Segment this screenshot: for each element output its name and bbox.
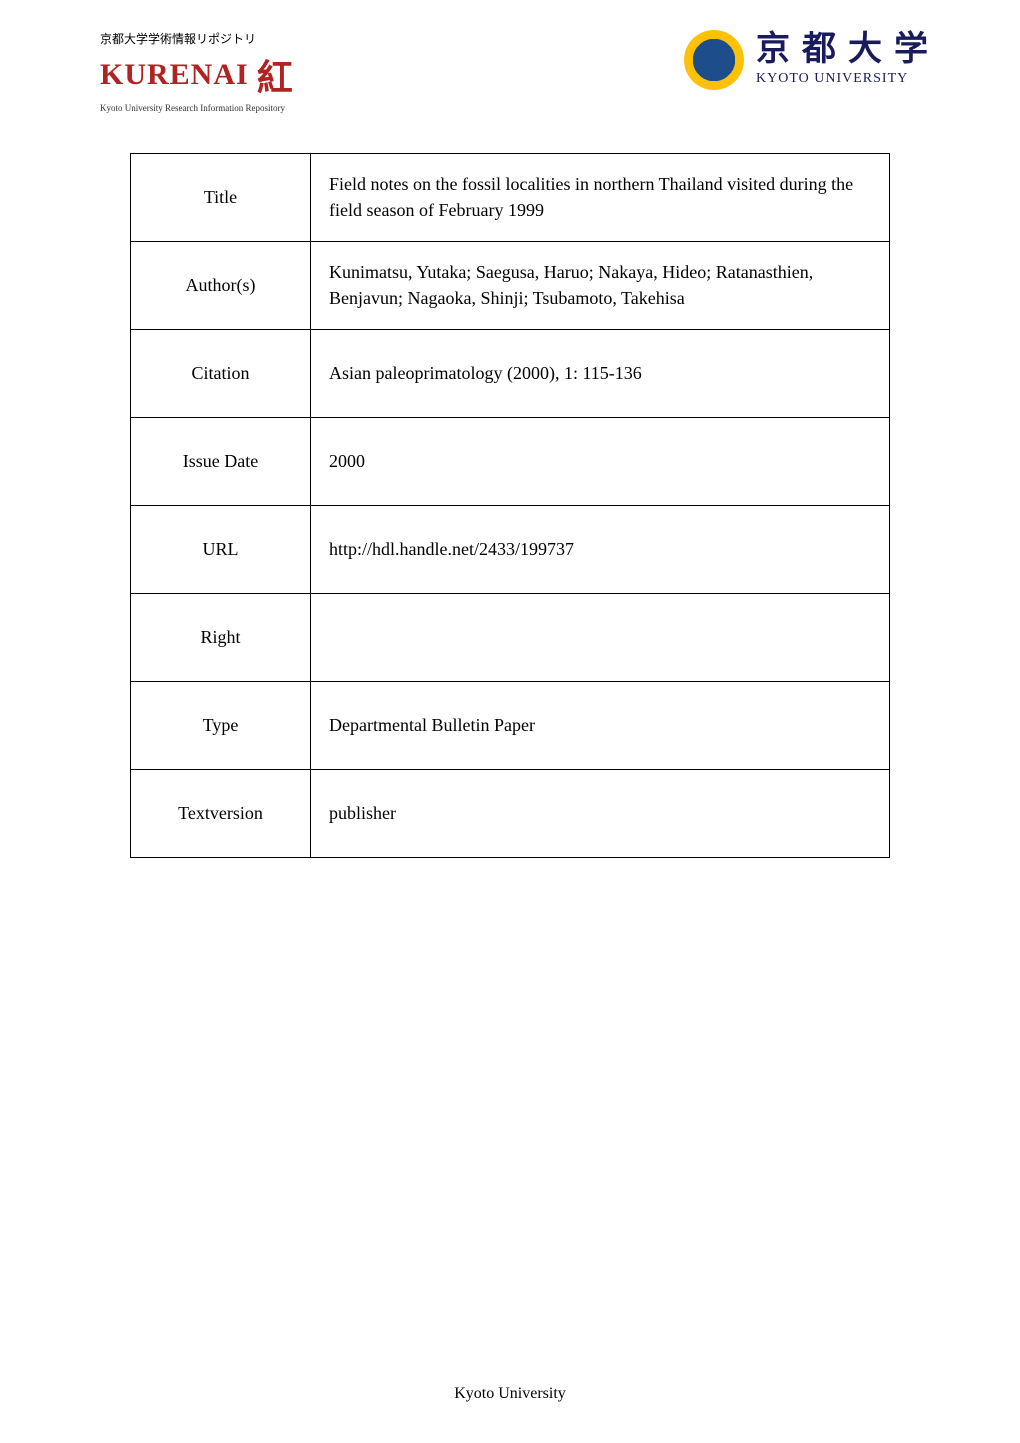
page-header: 京都大学学術情報リポジトリ KURENAI 紅 Kyoto University… (0, 0, 1020, 133)
university-name-jp: 京都大学 (756, 33, 940, 67)
metadata-label: Textversion (131, 770, 311, 858)
table-row: TypeDepartmental Bulletin Paper (131, 682, 890, 770)
metadata-label: Right (131, 594, 311, 682)
metadata-value: Asian paleoprimatology (2000), 1: 115-13… (311, 330, 890, 418)
table-row: Author(s)Kunimatsu, Yutaka; Saegusa, Har… (131, 242, 890, 330)
kurenai-jp-text: 京都大学学術情報リポジトリ (100, 30, 256, 47)
metadata-label: Issue Date (131, 418, 311, 506)
metadata-label: Title (131, 154, 311, 242)
university-emblem-icon (684, 30, 744, 90)
metadata-value: http://hdl.handle.net/2433/199737 (311, 506, 890, 594)
kurenai-logo: 京都大学学術情報リポジトリ KURENAI 紅 Kyoto University… (100, 30, 293, 113)
university-name-en: KYOTO UNIVERSITY (756, 71, 940, 87)
metadata-label: Author(s) (131, 242, 311, 330)
table-row: Textversionpublisher (131, 770, 890, 858)
table-row: URLhttp://hdl.handle.net/2433/199737 (131, 506, 890, 594)
kurenai-main: KURENAI 紅 (100, 49, 293, 101)
kurenai-text: KURENAI (100, 58, 249, 92)
kurenai-subtitle: Kyoto University Research Information Re… (100, 103, 285, 113)
metadata-value: Field notes on the fossil localities in … (311, 154, 890, 242)
university-logo: 京都大学 KYOTO UNIVERSITY (684, 30, 940, 90)
metadata-label: Citation (131, 330, 311, 418)
metadata-label: Type (131, 682, 311, 770)
table-row: CitationAsian paleoprimatology (2000), 1… (131, 330, 890, 418)
metadata-label: URL (131, 506, 311, 594)
metadata-value: Kunimatsu, Yutaka; Saegusa, Haruo; Nakay… (311, 242, 890, 330)
table-row: Right (131, 594, 890, 682)
metadata-value (311, 594, 890, 682)
page-footer: Kyoto University (0, 1385, 1020, 1403)
kurenai-kanji: 紅 (257, 49, 293, 101)
metadata-value: publisher (311, 770, 890, 858)
university-name-block: 京都大学 KYOTO UNIVERSITY (756, 33, 940, 87)
table-row: TitleField notes on the fossil localitie… (131, 154, 890, 242)
metadata-value: 2000 (311, 418, 890, 506)
table-row: Issue Date2000 (131, 418, 890, 506)
metadata-value: Departmental Bulletin Paper (311, 682, 890, 770)
metadata-table: TitleField notes on the fossil localitie… (130, 153, 890, 858)
